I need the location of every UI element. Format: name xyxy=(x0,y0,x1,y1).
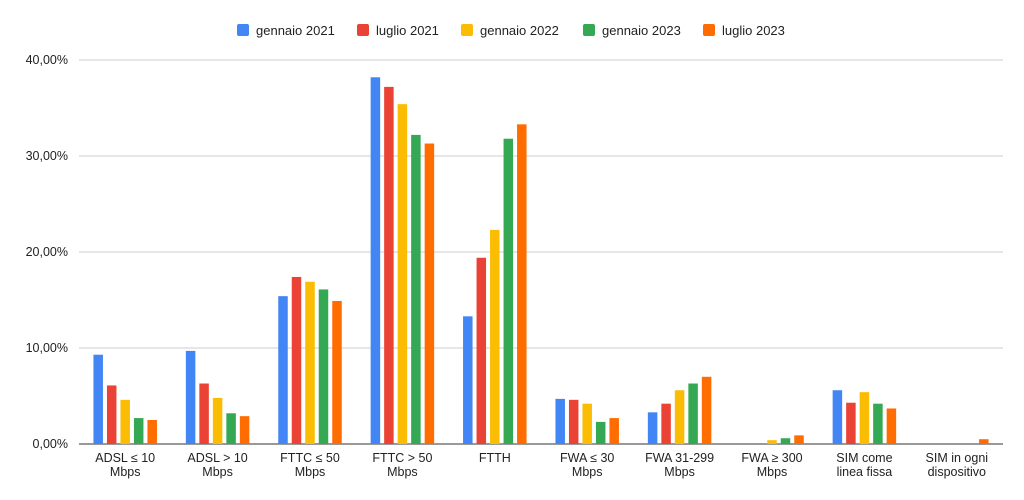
x-tick-label: FTTC > 50 Mbps xyxy=(372,451,432,479)
legend-swatch xyxy=(237,24,249,36)
bar xyxy=(873,403,883,444)
legend-label: luglio 2023 xyxy=(722,23,785,38)
x-tick-label-line: FTTH xyxy=(479,451,511,465)
legend-swatch xyxy=(583,24,595,36)
bar xyxy=(582,403,592,444)
x-tick-label: ADSL > 10 Mbps xyxy=(187,451,247,479)
bar xyxy=(490,229,500,444)
legend: gennaio 2021 luglio 2021 gennaio 2022 genna… xyxy=(237,23,785,38)
bar xyxy=(555,398,565,444)
bar xyxy=(661,403,671,444)
x-tick-label-line: FTTC > 50 xyxy=(372,451,432,465)
x-tick-label-line: dispositivo xyxy=(928,465,986,479)
x-tick-label: ADSL ≤ 10 Mbps xyxy=(95,451,155,479)
bar xyxy=(133,418,144,444)
y-tick-label: 30,00% xyxy=(26,149,68,163)
bar xyxy=(674,390,685,444)
x-tick-label-line: Mbps xyxy=(295,465,326,479)
bar xyxy=(568,399,579,444)
x-tick-label: FTTC ≤ 50 Mbps xyxy=(280,451,340,479)
x-tick-label-line: Mbps xyxy=(572,465,603,479)
bar xyxy=(106,385,117,444)
bar xyxy=(688,383,698,444)
x-tick-label: FWA ≤ 30 Mbps xyxy=(560,451,614,479)
bar xyxy=(979,439,989,444)
x-tick-label-line: SIM in ogni xyxy=(926,451,989,465)
bar xyxy=(517,124,527,444)
x-tick-label-line: ADSL > 10 xyxy=(187,451,247,465)
legend-label: gennaio 2021 xyxy=(256,23,335,38)
bar xyxy=(424,143,435,444)
bar xyxy=(886,408,897,444)
bar xyxy=(120,399,130,444)
legend-label: luglio 2021 xyxy=(376,23,439,38)
bar xyxy=(701,376,712,444)
bar xyxy=(291,276,302,444)
legend-label: gennaio 2023 xyxy=(602,23,681,38)
bar xyxy=(147,420,157,444)
x-tick-label-line: linea fissa xyxy=(837,465,893,479)
bar xyxy=(370,77,381,444)
x-tick-label-line: FWA ≥ 300 xyxy=(741,451,802,465)
legend-swatch xyxy=(703,24,715,36)
legend-swatch xyxy=(461,24,473,36)
bar xyxy=(318,289,329,444)
gridlines xyxy=(79,59,1003,445)
bar xyxy=(595,421,606,444)
bars xyxy=(93,77,989,444)
x-tick-label-line: FWA 31-299 xyxy=(645,451,714,465)
legend-label: gennaio 2022 xyxy=(480,23,559,38)
x-tick-label-line: ADSL ≤ 10 xyxy=(95,451,155,465)
x-tick-label: SIM in ogni dispositivo xyxy=(926,451,989,479)
x-tick-label-line: Mbps xyxy=(202,465,233,479)
x-tick-label-line: FTTC ≤ 50 xyxy=(280,451,340,465)
x-tick-label-line: Mbps xyxy=(110,465,141,479)
bar xyxy=(647,412,658,444)
y-axis-ticks: 0,00% 10,00% 20,00% 30,00% 40,00% xyxy=(26,53,68,451)
bar xyxy=(384,86,394,444)
bar xyxy=(212,397,223,444)
bar xyxy=(93,354,103,444)
y-tick-label: 10,00% xyxy=(26,341,68,355)
bar xyxy=(503,138,514,444)
x-tick-label-line: Mbps xyxy=(387,465,418,479)
x-tick-label-line: Mbps xyxy=(664,465,695,479)
bar xyxy=(476,257,487,444)
bar xyxy=(185,350,196,444)
x-tick-label: FWA 31-299 Mbps xyxy=(645,451,714,479)
bar xyxy=(397,104,408,444)
legend-swatch xyxy=(357,24,369,36)
y-tick-label: 0,00% xyxy=(33,437,68,451)
bar xyxy=(859,392,870,444)
bar xyxy=(411,134,421,444)
bar xyxy=(239,416,250,444)
bar xyxy=(332,300,342,444)
x-tick-label: FWA ≥ 300 Mbps xyxy=(741,451,802,479)
y-tick-label: 20,00% xyxy=(26,245,68,259)
x-tick-label-line: Mbps xyxy=(757,465,788,479)
bar xyxy=(305,281,315,444)
x-tick-label-line: SIM come xyxy=(836,451,892,465)
bar xyxy=(794,435,804,444)
bar xyxy=(609,418,619,444)
bar xyxy=(780,438,791,444)
bar xyxy=(226,413,236,444)
x-tick-label-line: FWA ≤ 30 xyxy=(560,451,614,465)
y-tick-label: 40,00% xyxy=(26,53,68,67)
bar xyxy=(846,402,856,444)
bar xyxy=(199,383,209,444)
bar xyxy=(278,296,288,444)
bar xyxy=(832,390,843,444)
x-tick-label: FTTH xyxy=(479,451,511,465)
bar xyxy=(767,440,777,444)
bar xyxy=(463,316,473,444)
x-tick-label: SIM come linea fissa xyxy=(836,451,892,479)
